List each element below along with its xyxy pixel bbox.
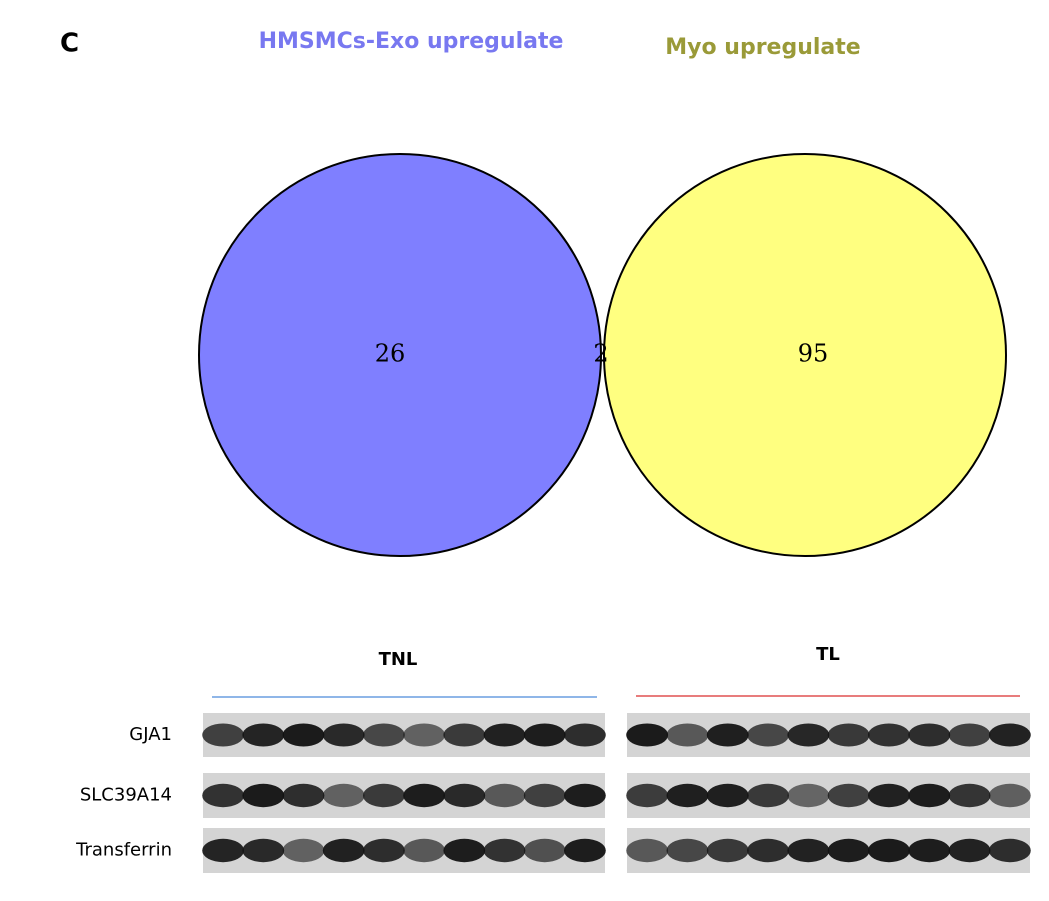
blot-band xyxy=(747,838,790,863)
blot-band xyxy=(706,723,749,747)
blot-band xyxy=(322,723,365,747)
blot-band xyxy=(988,838,1031,863)
blot-band xyxy=(948,783,991,808)
row-label: GJA1 xyxy=(129,724,172,745)
blot-band xyxy=(563,838,606,863)
blot-band xyxy=(362,723,405,747)
set-circle xyxy=(199,154,601,556)
blot-band xyxy=(362,783,405,808)
blot-band xyxy=(747,723,790,747)
blot-band xyxy=(988,723,1031,747)
blot-band xyxy=(787,838,830,863)
blot-band xyxy=(908,783,951,808)
blot-band xyxy=(867,783,910,808)
blot-band xyxy=(242,783,285,808)
blot-band xyxy=(362,838,405,863)
set-circle xyxy=(604,154,1006,556)
blot-band xyxy=(242,723,285,747)
blot-band xyxy=(443,838,486,863)
blot-band xyxy=(403,783,446,808)
blot-band xyxy=(403,723,446,747)
blot-band xyxy=(827,838,870,863)
blot-band xyxy=(202,838,245,863)
blot-band xyxy=(626,723,669,747)
row-label: SLC39A14 xyxy=(80,785,172,806)
set-outline xyxy=(198,153,602,557)
blot-band xyxy=(948,838,991,863)
blot-band xyxy=(666,783,709,808)
blot-band xyxy=(523,838,566,863)
blot-band xyxy=(787,723,830,747)
blot-band xyxy=(706,838,749,863)
blot-band xyxy=(483,838,526,863)
blot-band xyxy=(483,723,526,747)
blot-band xyxy=(523,783,566,808)
blot-band xyxy=(322,783,365,808)
blot-band xyxy=(948,723,991,747)
blot-band xyxy=(322,838,365,863)
blot-band xyxy=(787,783,830,808)
set-title: Myo upregulate xyxy=(665,35,860,60)
blot-band xyxy=(908,723,951,747)
blot-band xyxy=(706,783,749,808)
blot-band xyxy=(202,783,245,808)
set-count: 95 xyxy=(798,340,829,368)
blot-band xyxy=(827,723,870,747)
blot-band xyxy=(443,723,486,747)
blot-band xyxy=(242,838,285,863)
blot-band xyxy=(908,838,951,863)
row-label: Transferrin xyxy=(75,840,172,861)
group-label: TNL xyxy=(379,649,418,670)
blot-band xyxy=(626,838,669,863)
set-count: 26 xyxy=(375,340,406,368)
panel-label: C xyxy=(60,29,79,59)
group-label: TL xyxy=(816,644,840,665)
blot-band xyxy=(282,723,325,747)
blot-band xyxy=(523,723,566,747)
blot-band xyxy=(827,783,870,808)
blot-band xyxy=(988,783,1031,808)
blot-band xyxy=(747,783,790,808)
blot-band xyxy=(666,838,709,863)
blot-band xyxy=(563,723,606,747)
blot-band xyxy=(867,723,910,747)
blot-band xyxy=(483,783,526,808)
blot-band xyxy=(403,838,446,863)
blot-band xyxy=(443,783,486,808)
blot-band xyxy=(867,838,910,863)
intersection-count: 2 xyxy=(593,340,608,368)
blot-band xyxy=(563,783,606,808)
blot-band xyxy=(282,783,325,808)
set-outline xyxy=(603,153,1007,557)
blot-band xyxy=(666,723,709,747)
set-title: HMSMCs-Exo upregulate xyxy=(259,29,564,54)
blot-band xyxy=(626,783,669,808)
blot-band xyxy=(282,838,325,863)
blot-band xyxy=(202,723,245,747)
